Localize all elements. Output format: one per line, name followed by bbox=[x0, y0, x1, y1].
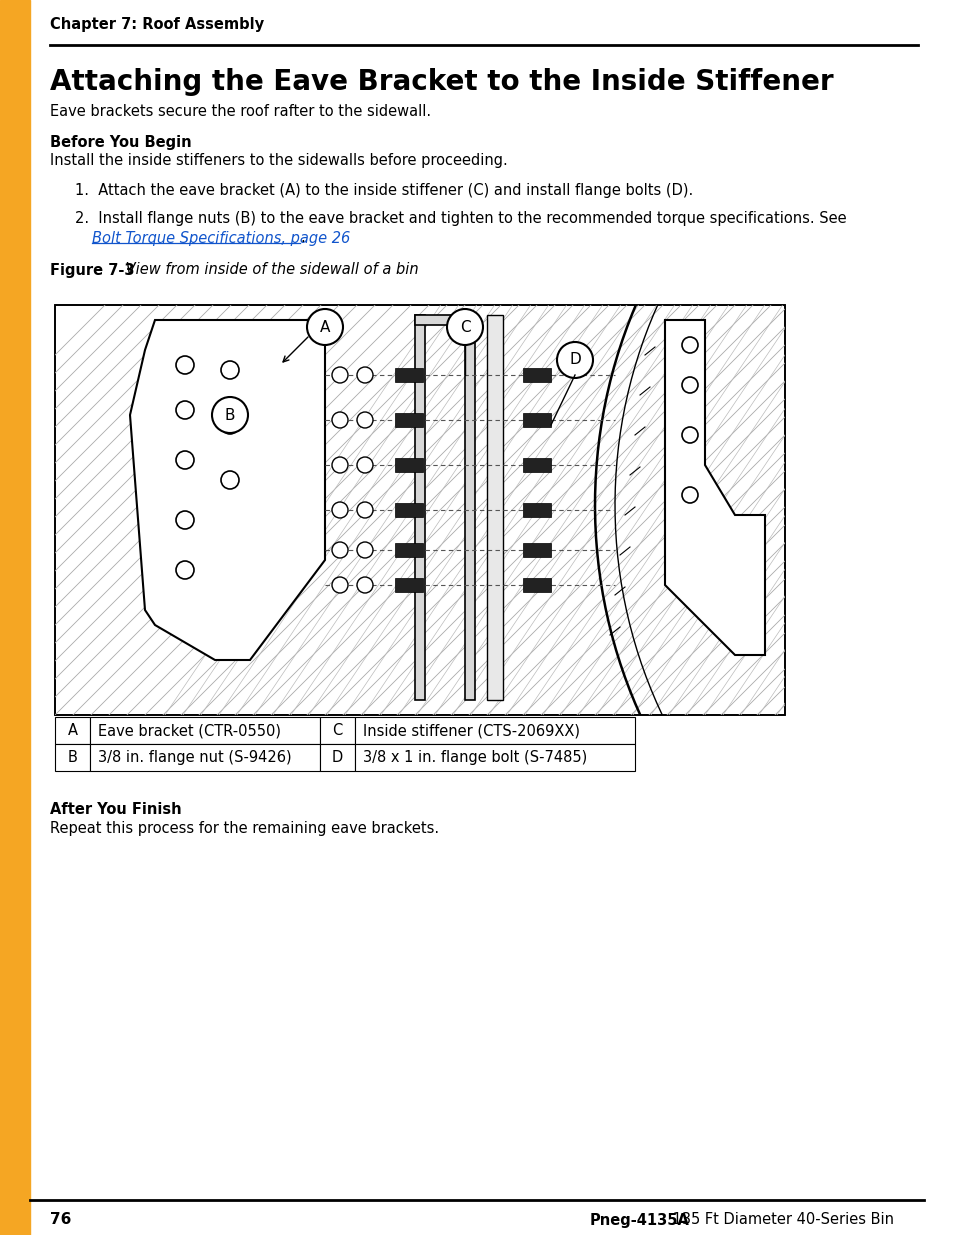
Circle shape bbox=[332, 367, 348, 383]
Circle shape bbox=[356, 542, 373, 558]
Text: Before You Begin: Before You Begin bbox=[50, 135, 192, 149]
Bar bbox=[55, 305, 784, 715]
Text: Figure 7-3: Figure 7-3 bbox=[50, 263, 134, 278]
Text: View from inside of the sidewall of a bin: View from inside of the sidewall of a bi… bbox=[121, 263, 418, 278]
Bar bbox=[319, 718, 355, 743]
Circle shape bbox=[332, 501, 348, 517]
Bar bbox=[522, 578, 551, 592]
Circle shape bbox=[356, 577, 373, 593]
Text: C: C bbox=[459, 320, 470, 335]
Circle shape bbox=[332, 412, 348, 429]
Bar bbox=[395, 578, 422, 592]
Text: Install the inside stiffeners to the sidewalls before proceeding.: Install the inside stiffeners to the sid… bbox=[50, 152, 507, 168]
Text: Pneg-4135A: Pneg-4135A bbox=[589, 1213, 689, 1228]
Circle shape bbox=[332, 577, 348, 593]
Bar bbox=[522, 543, 551, 557]
Circle shape bbox=[681, 427, 698, 443]
Circle shape bbox=[356, 367, 373, 383]
Circle shape bbox=[681, 377, 698, 393]
Circle shape bbox=[175, 401, 193, 419]
Bar bbox=[415, 315, 424, 700]
Text: B: B bbox=[68, 750, 77, 764]
Text: Repeat this process for the remaining eave brackets.: Repeat this process for the remaining ea… bbox=[50, 821, 438, 836]
Text: Eave brackets secure the roof rafter to the sidewall.: Eave brackets secure the roof rafter to … bbox=[50, 105, 431, 120]
Text: 3/8 in. flange nut (S-9426): 3/8 in. flange nut (S-9426) bbox=[98, 750, 292, 764]
Bar bbox=[486, 315, 502, 700]
Text: 135 Ft Diameter 40-Series Bin: 135 Ft Diameter 40-Series Bin bbox=[667, 1213, 893, 1228]
Bar bbox=[415, 315, 475, 325]
Bar bbox=[319, 743, 355, 771]
Bar bbox=[395, 412, 422, 427]
Bar bbox=[395, 543, 422, 557]
Text: Inside stiffener (CTS-2069XX): Inside stiffener (CTS-2069XX) bbox=[363, 722, 579, 739]
Bar bbox=[90, 718, 319, 743]
Circle shape bbox=[681, 487, 698, 503]
Circle shape bbox=[681, 337, 698, 353]
Text: Chapter 7: Roof Assembly: Chapter 7: Roof Assembly bbox=[50, 17, 264, 32]
Circle shape bbox=[212, 396, 248, 433]
Text: A: A bbox=[68, 722, 77, 739]
Text: D: D bbox=[332, 750, 343, 764]
Circle shape bbox=[221, 416, 239, 433]
Text: Eave bracket (CTR-0550): Eave bracket (CTR-0550) bbox=[98, 722, 281, 739]
Text: 76: 76 bbox=[50, 1213, 71, 1228]
Bar bbox=[55, 718, 90, 743]
Text: A: A bbox=[319, 320, 330, 335]
Circle shape bbox=[175, 511, 193, 529]
Text: B: B bbox=[225, 408, 235, 422]
Bar bbox=[395, 503, 422, 517]
Circle shape bbox=[221, 471, 239, 489]
Text: Attaching the Eave Bracket to the Inside Stiffener: Attaching the Eave Bracket to the Inside… bbox=[50, 68, 833, 96]
Bar bbox=[395, 368, 422, 382]
Circle shape bbox=[356, 412, 373, 429]
Bar bbox=[0, 0, 30, 1235]
Bar bbox=[355, 718, 635, 743]
Text: C: C bbox=[332, 722, 342, 739]
Text: D: D bbox=[569, 352, 580, 368]
Bar bbox=[395, 458, 422, 472]
Circle shape bbox=[332, 457, 348, 473]
Polygon shape bbox=[130, 320, 325, 659]
Bar bbox=[522, 368, 551, 382]
Text: 3/8 x 1 in. flange bolt (S-7485): 3/8 x 1 in. flange bolt (S-7485) bbox=[363, 750, 587, 764]
Circle shape bbox=[447, 309, 482, 345]
Bar bbox=[464, 315, 475, 700]
Circle shape bbox=[356, 501, 373, 517]
Text: 1.  Attach the eave bracket (A) to the inside stiffener (C) and install flange b: 1. Attach the eave bracket (A) to the in… bbox=[75, 183, 693, 198]
Circle shape bbox=[175, 561, 193, 579]
Bar bbox=[355, 743, 635, 771]
Polygon shape bbox=[664, 320, 764, 655]
Circle shape bbox=[557, 342, 593, 378]
Circle shape bbox=[175, 356, 193, 374]
Text: After You Finish: After You Finish bbox=[50, 802, 181, 816]
Text: 2.  Install flange nuts (B) to the eave bracket and tighten to the recommended t: 2. Install flange nuts (B) to the eave b… bbox=[75, 210, 845, 226]
Text: Bolt Torque Specifications, page 26: Bolt Torque Specifications, page 26 bbox=[91, 231, 350, 246]
Bar bbox=[522, 412, 551, 427]
Text: .: . bbox=[300, 231, 305, 246]
Circle shape bbox=[356, 457, 373, 473]
Bar bbox=[55, 305, 784, 715]
Bar bbox=[55, 743, 90, 771]
Bar bbox=[522, 458, 551, 472]
Circle shape bbox=[175, 451, 193, 469]
Circle shape bbox=[221, 361, 239, 379]
Circle shape bbox=[332, 542, 348, 558]
Bar bbox=[90, 743, 319, 771]
Bar bbox=[522, 503, 551, 517]
Circle shape bbox=[307, 309, 343, 345]
